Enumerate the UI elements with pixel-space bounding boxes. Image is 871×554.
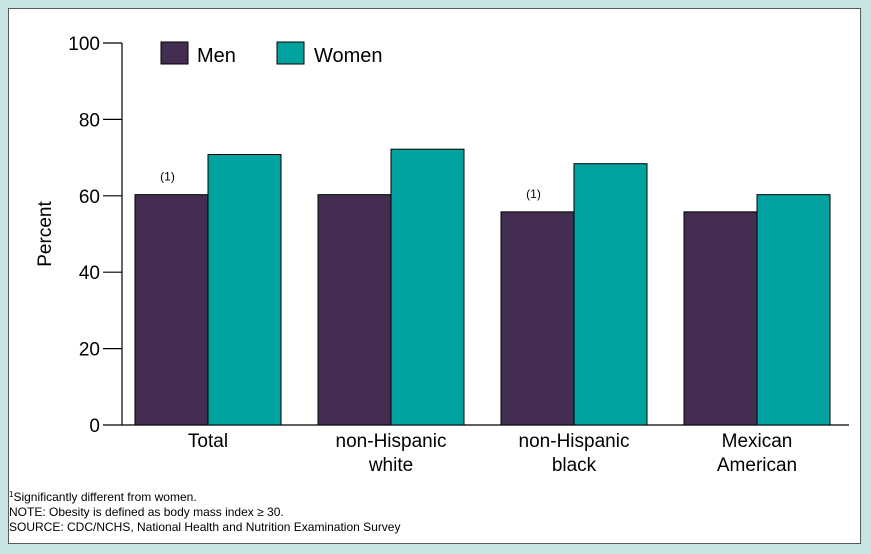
x-category-label: Mexican — [722, 431, 793, 452]
y-axis-label: Percent — [35, 201, 56, 267]
footnote: 1Significantly different from women. — [9, 490, 862, 505]
y-tick-label: 0 — [89, 416, 100, 437]
legend-swatch-women — [276, 41, 305, 65]
significance-annotation: (1) — [526, 187, 541, 201]
y-tick-label: 40 — [79, 263, 100, 284]
y-tick-label: 20 — [79, 340, 100, 361]
chart-notes: 1Significantly different from women. NOT… — [9, 490, 862, 535]
bar-chart: 0 20 40 60 80 100 Percent Total non-Hispanic whit… — [35, 34, 849, 476]
footnote-marker: 1 — [9, 490, 14, 499]
legend-label-women: Women — [314, 45, 383, 67]
x-category-label: non-Hispanic — [519, 431, 630, 452]
bar-women-1 — [390, 148, 465, 426]
significance-annotation: (1) — [160, 170, 175, 184]
x-category-label: white — [368, 455, 413, 476]
y-tick-label: 80 — [79, 110, 100, 131]
note-text: NOTE: Obesity is defined as body mass in… — [9, 505, 284, 519]
x-category-label: black — [552, 455, 597, 476]
chart-panel: 0 20 40 60 80 100 Percent Total non-Hispanic whit… — [8, 8, 861, 544]
legend-swatch-men — [160, 41, 189, 65]
y-tick-label: 100 — [68, 34, 100, 55]
legend-label-men: Men — [197, 45, 236, 67]
y-tick-label: 60 — [79, 187, 100, 208]
x-category-label: American — [717, 455, 797, 476]
x-category-label: Total — [188, 431, 228, 452]
footnote-text: Significantly different from women. — [13, 490, 197, 504]
source-text: SOURCE: CDC/NCHS, National Health and Nu… — [9, 520, 401, 534]
bar-men-1 — [317, 194, 392, 426]
bar-women-3 — [756, 194, 831, 426]
x-category-label: non-Hispanic — [336, 431, 447, 452]
bar-men-0 — [134, 194, 209, 426]
bar-men-2 — [500, 211, 575, 426]
bar-women-2 — [573, 163, 648, 426]
bar-women-0 — [207, 154, 282, 426]
bar-men-3 — [683, 211, 758, 426]
